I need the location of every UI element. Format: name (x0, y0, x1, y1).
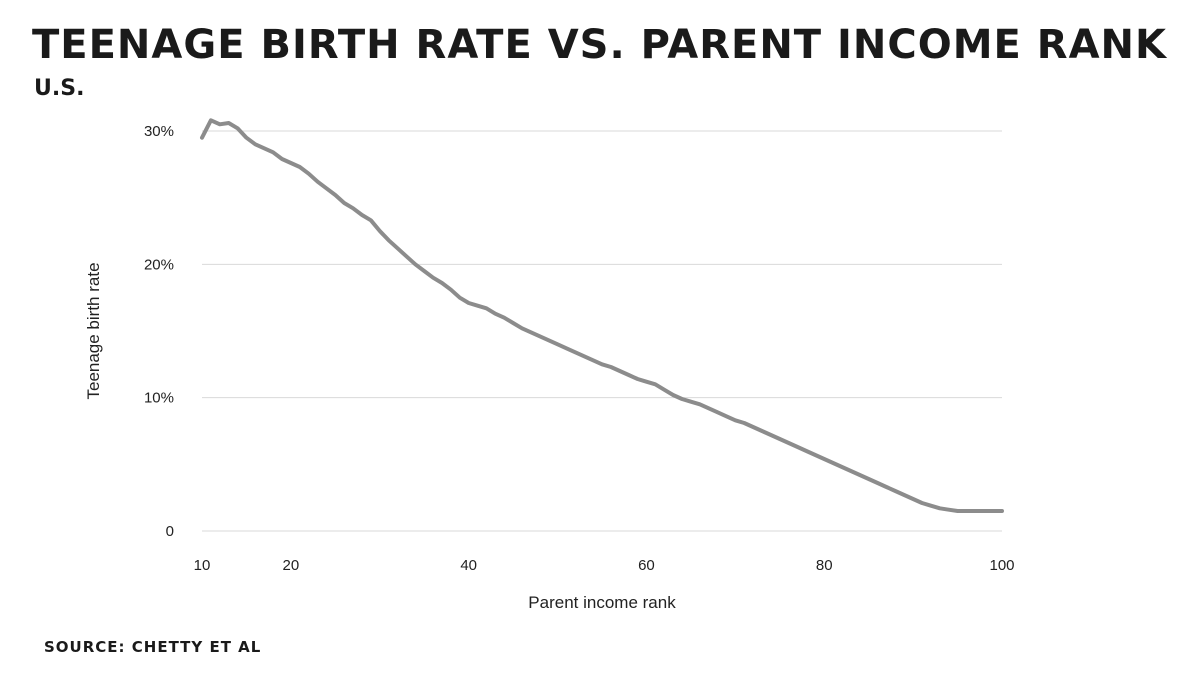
y-tick-label: 30% (144, 123, 174, 140)
x-tick-label: 80 (816, 557, 833, 574)
y-tick-label: 20% (144, 256, 174, 273)
x-tick-label: 20 (283, 557, 300, 574)
y-axis-label: Teenage birth rate (84, 262, 103, 399)
x-tick-label: 10 (194, 557, 211, 574)
x-tick-label: 100 (989, 557, 1014, 574)
chart-title: TEENAGE BIRTH RATE VS. PARENT INCOME RAN… (32, 22, 1168, 68)
series-line-0 (200, 118, 1004, 513)
x-tick-label: 60 (638, 557, 655, 574)
chart-subtitle: U.S. (34, 76, 85, 101)
x-tick-label: 40 (460, 557, 477, 574)
y-tick-label: 10% (144, 390, 174, 407)
x-axis-label: Parent income rank (528, 593, 676, 612)
y-tick-label: 0 (166, 523, 174, 540)
source-note: SOURCE: CHETTY ET AL (44, 638, 262, 656)
